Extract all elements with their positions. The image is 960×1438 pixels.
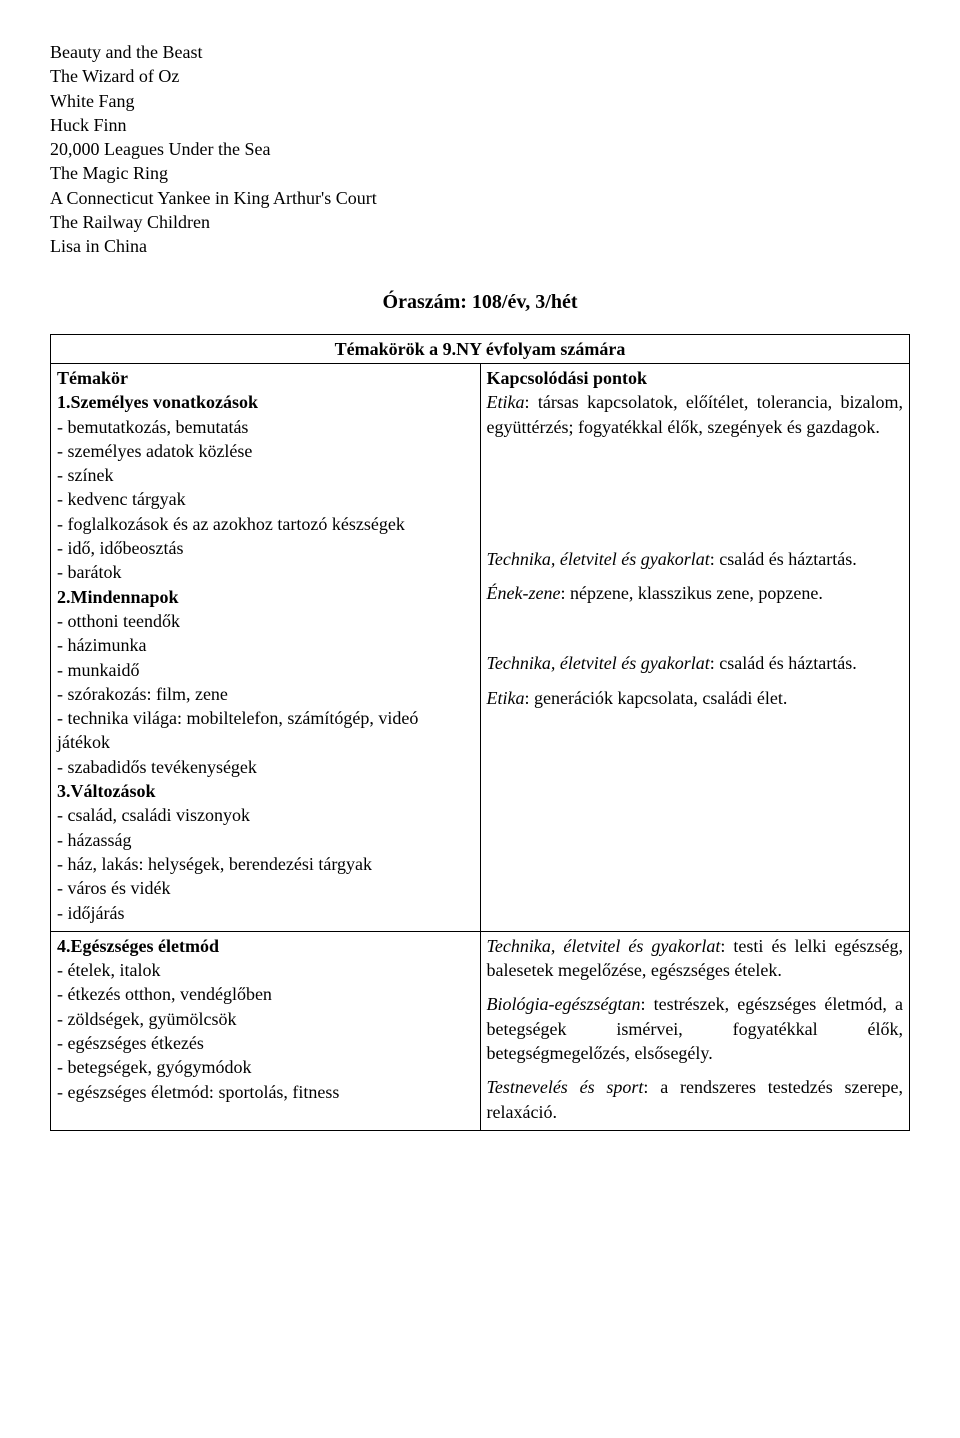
topic-item: - színek: [57, 463, 474, 487]
book-item: Beauty and the Beast: [50, 40, 910, 64]
right-para: Technika, életvitel és gyakorlat: testi …: [487, 934, 904, 983]
subject-text: : család és háztartás.: [710, 549, 857, 569]
topic-item: - család, családi viszonyok: [57, 803, 474, 827]
topic-item: - zöldségek, gyümölcsök: [57, 1007, 474, 1031]
topic-item: - betegségek, gyógymódok: [57, 1055, 474, 1079]
right-cell: Technika, életvitel és gyakorlat: testi …: [480, 931, 910, 1130]
book-item: The Magic Ring: [50, 161, 910, 185]
topic-item: - házimunka: [57, 633, 474, 657]
table-header-row: Témakörök a 9.NY évfolyam számára: [51, 334, 910, 363]
topic-title: 3.Változások: [57, 779, 474, 803]
subject-name: Biológia-egészségtan: [487, 994, 641, 1014]
topic-item: - étkezés otthon, vendéglőben: [57, 982, 474, 1006]
topic-item: - munkaidő: [57, 658, 474, 682]
topic-item: - időjárás: [57, 901, 474, 925]
topic-title: 1.Személyes vonatkozások: [57, 390, 474, 414]
topic-item: - egészséges étkezés: [57, 1031, 474, 1055]
topic-item: - foglalkozások és az azokhoz tartozó ké…: [57, 512, 474, 536]
subject-text: : társas kapcsolatok, előítélet, toleran…: [487, 392, 904, 436]
topic-item: - otthoni teendők: [57, 609, 474, 633]
topic-title: 4.Egészséges életmód: [57, 934, 474, 958]
topic-item: - ételek, italok: [57, 958, 474, 982]
subject-name: Technika, életvitel és gyakorlat: [487, 936, 721, 956]
topic-item: - bemutatkozás, bemutatás: [57, 415, 474, 439]
topic-item: - kedvenc tárgyak: [57, 487, 474, 511]
book-item: Huck Finn: [50, 113, 910, 137]
table-row: Témakör 1.Személyes vonatkozások - bemut…: [51, 363, 910, 931]
subject-name: Testnevelés és sport: [487, 1077, 644, 1097]
book-item: A Connecticut Yankee in King Arthur's Co…: [50, 186, 910, 210]
right-para: Ének-zene: népzene, klasszikus zene, pop…: [487, 581, 904, 605]
right-para: Biológia-egészségtan: testrészek, egészs…: [487, 992, 904, 1065]
topic-item: - ház, lakás: helységek, berendezési tár…: [57, 852, 474, 876]
right-para: Technika, életvitel és gyakorlat: család…: [487, 547, 904, 571]
book-item: White Fang: [50, 89, 910, 113]
subject-text: : család és háztartás.: [710, 653, 857, 673]
table-header-cell: Témakörök a 9.NY évfolyam számára: [51, 334, 910, 363]
topic-item: - szabadidős tevékenységek: [57, 755, 474, 779]
subject-name: Technika, életvitel és gyakorlat: [487, 549, 710, 569]
right-cell: Kapcsolódási pontok Etika: társas kapcso…: [480, 363, 910, 931]
main-title: Óraszám: 108/év, 3/hét: [50, 289, 910, 316]
topic-item: - személyes adatok közlése: [57, 439, 474, 463]
book-item: The Railway Children: [50, 210, 910, 234]
topic-item: - egészséges életmód: sportolás, fitness: [57, 1080, 474, 1104]
subject-text: : népzene, klasszikus zene, popzene.: [560, 583, 822, 603]
topic-item: - technika világa: mobiltelefon, számító…: [57, 706, 474, 755]
spacer: [487, 449, 904, 547]
left-cell: 4.Egészséges életmód - ételek, italok - …: [51, 931, 481, 1130]
spacer: [487, 615, 904, 651]
table-row: 4.Egészséges életmód - ételek, italok - …: [51, 931, 910, 1130]
subject-name: Etika: [487, 688, 525, 708]
book-item: 20,000 Leagues Under the Sea: [50, 137, 910, 161]
topic-item: - idő, időbeosztás: [57, 536, 474, 560]
topic-title: 2.Mindennapok: [57, 585, 474, 609]
right-para: Etika: generációk kapcsolata, családi él…: [487, 686, 904, 710]
subject-name: Etika: [487, 392, 525, 412]
book-item: The Wizard of Oz: [50, 64, 910, 88]
right-col-head: Kapcsolódási pontok: [487, 366, 904, 390]
subject-text: : generációk kapcsolata, családi élet.: [525, 688, 788, 708]
left-cell: Témakör 1.Személyes vonatkozások - bemut…: [51, 363, 481, 931]
topic-item: - város és vidék: [57, 876, 474, 900]
right-para: Technika, életvitel és gyakorlat: család…: [487, 651, 904, 675]
curriculum-table: Témakörök a 9.NY évfolyam számára Témakö…: [50, 334, 910, 1131]
subject-name: Technika, életvitel és gyakorlat: [487, 653, 710, 673]
left-col-head: Témakör: [57, 366, 474, 390]
subject-name: Ének-zene: [487, 583, 561, 603]
topic-item: - barátok: [57, 560, 474, 584]
right-para: Etika: társas kapcsolatok, előítélet, to…: [487, 390, 904, 439]
topic-item: - házasság: [57, 828, 474, 852]
book-item: Lisa in China: [50, 234, 910, 258]
topic-item: - szórakozás: film, zene: [57, 682, 474, 706]
book-list: Beauty and the Beast The Wizard of Oz Wh…: [50, 40, 910, 259]
right-para: Testnevelés és sport: a rendszeres teste…: [487, 1075, 904, 1124]
